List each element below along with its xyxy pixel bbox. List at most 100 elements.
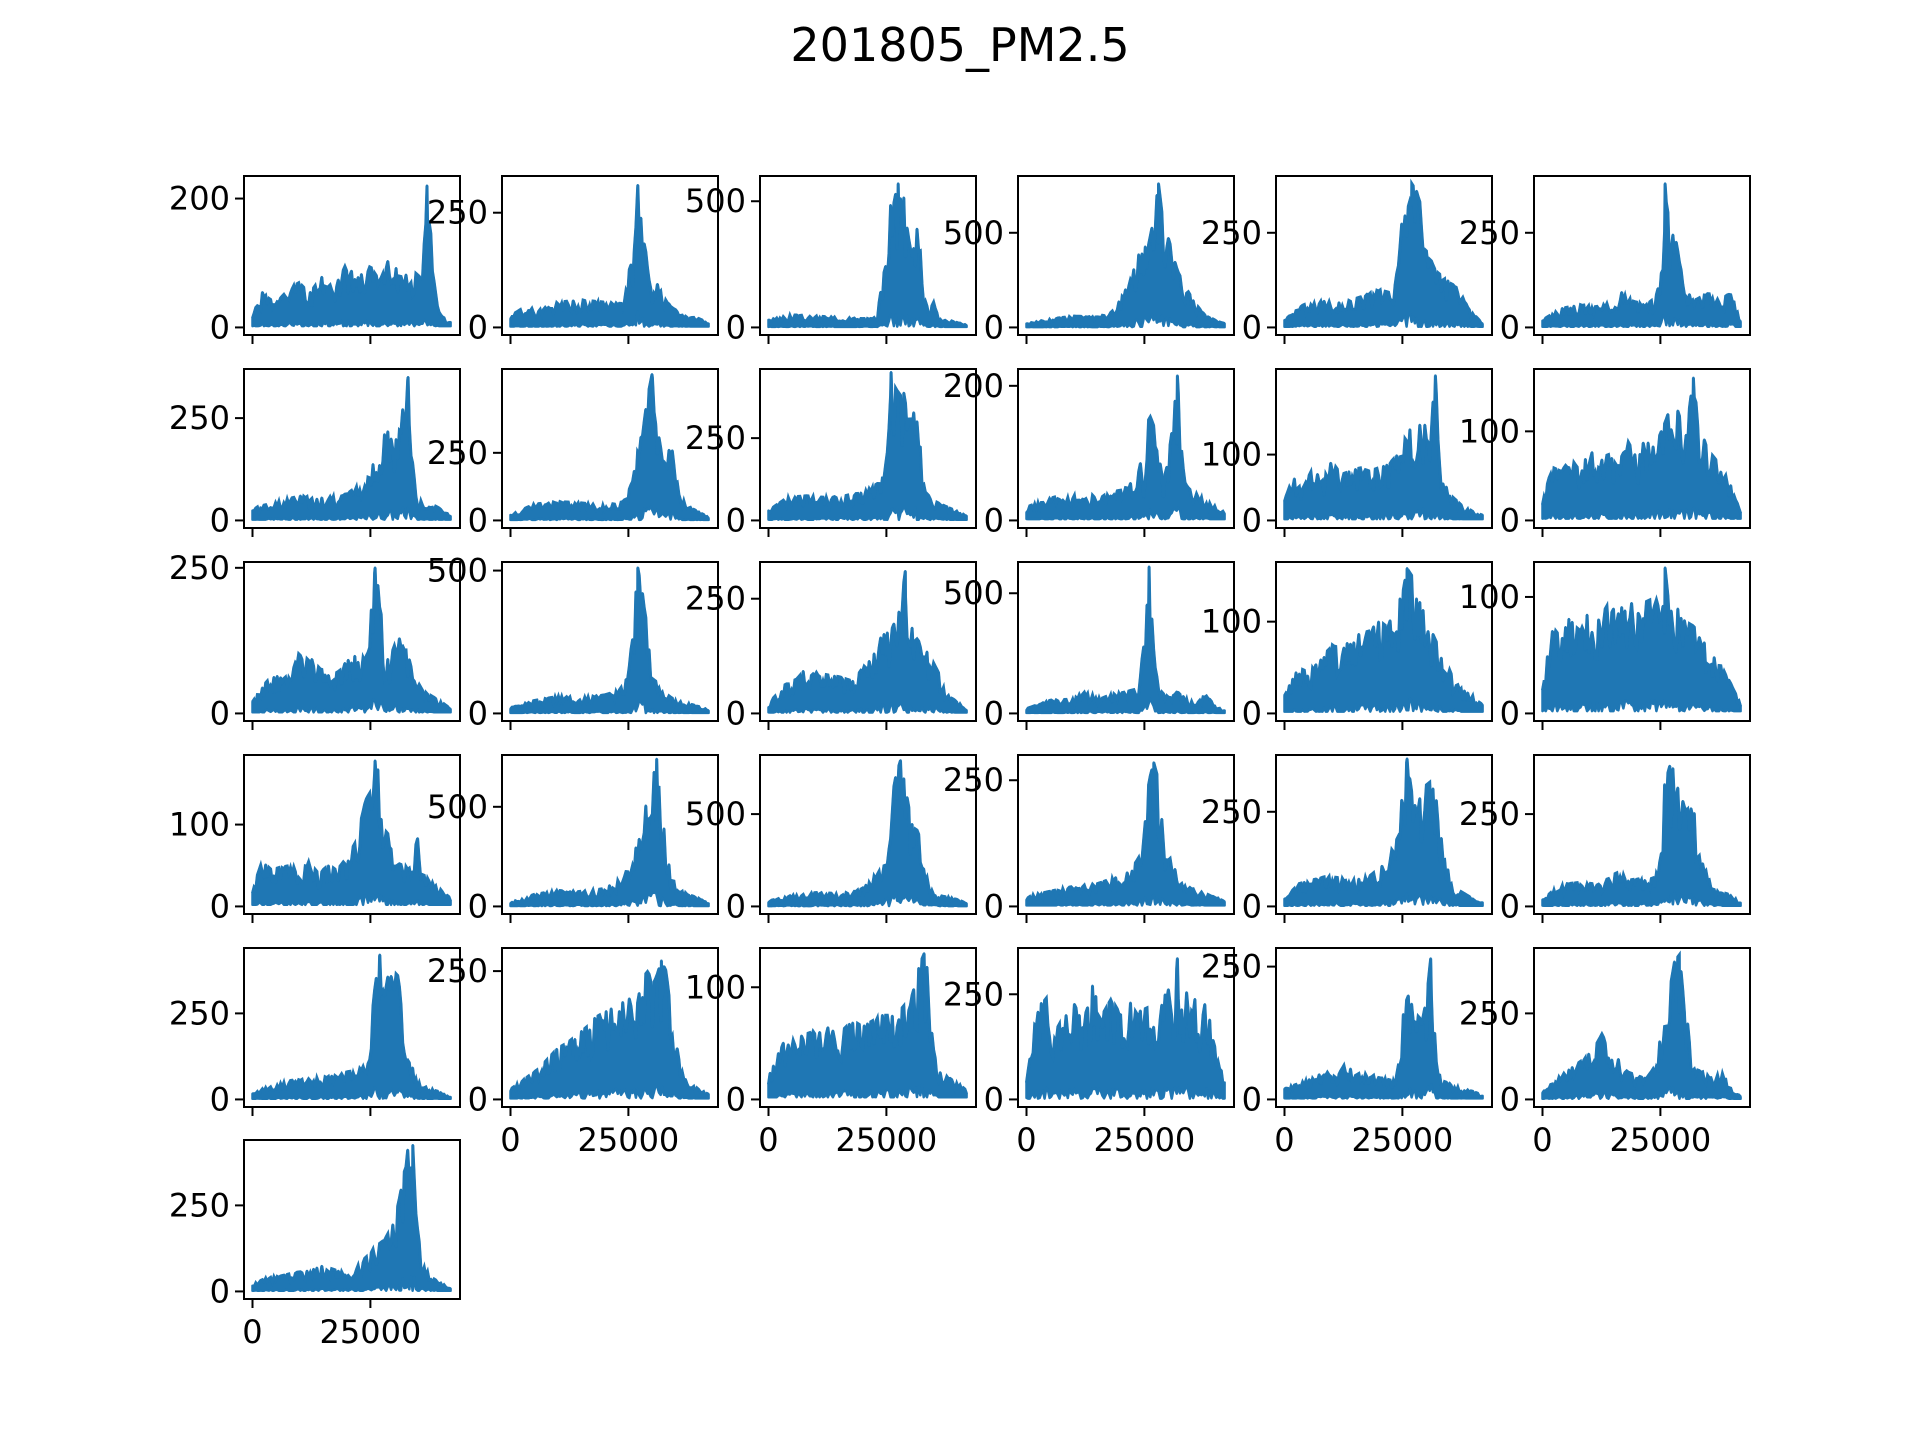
- axes-frame: [501, 368, 719, 529]
- axes-frame: [1017, 175, 1235, 336]
- series-line: [251, 760, 453, 902]
- subplot-panel: 0 100: [1459, 368, 1751, 539]
- y-tick-label: 0: [1500, 887, 1520, 925]
- y-tick-label: 0: [726, 1080, 746, 1118]
- y-tick-label: 250: [169, 549, 230, 587]
- series-fill: [1025, 565, 1226, 715]
- series-line: [509, 960, 710, 1098]
- series-line: [1283, 958, 1484, 1099]
- series-fill: [251, 566, 452, 714]
- y-tick-label: 250: [427, 952, 488, 990]
- y-tick-label: 500: [427, 788, 488, 826]
- y-tick-label: 250: [943, 975, 1004, 1013]
- y-tick-label: 100: [1459, 578, 1520, 616]
- subplot-panel: 0 100: [169, 754, 461, 925]
- axes-frame: [1275, 947, 1493, 1108]
- y-tick-label: 0: [984, 887, 1004, 925]
- subplot-panel: 0 200: [169, 175, 461, 346]
- series-line: [767, 760, 968, 906]
- axes-frame: [1533, 175, 1751, 336]
- subplot-panel: 0 250: [1201, 947, 1493, 1118]
- y-tick-label: 500: [943, 574, 1004, 612]
- axes-frame: [1275, 175, 1493, 336]
- axes-frame: [243, 368, 461, 529]
- axes-frame: [1275, 561, 1493, 722]
- axes-frame: [501, 175, 719, 336]
- subplot-panel: 0 250: [169, 549, 461, 732]
- subplot-panel: 0 250: [427, 947, 719, 1118]
- series-line: [509, 185, 709, 326]
- subplot-panel: 0 250: [943, 947, 1235, 1118]
- axes-frame: [501, 754, 719, 915]
- y-tick-label: 250: [685, 580, 746, 618]
- axes-frame: [1017, 947, 1235, 1108]
- y-tick-label: 100: [685, 968, 746, 1006]
- y-tick-label: 250: [1459, 994, 1520, 1032]
- series-line: [251, 1145, 451, 1291]
- subplot-panel: 0 250: [943, 754, 1235, 925]
- y-tick-label: 0: [1242, 501, 1262, 539]
- y-tick-label: 250: [1201, 948, 1262, 986]
- series-line: [1025, 566, 1226, 713]
- subplot-panel: 0 250: [427, 175, 719, 346]
- subplot-panel: 0 250: [1459, 947, 1751, 1118]
- subplot-panel: 0 250 0 25000: [169, 1139, 461, 1351]
- series-line: [1541, 377, 1743, 514]
- axes-frame: [243, 1139, 461, 1300]
- subplot-panel: 0 250: [169, 368, 461, 539]
- y-tick-label: 0: [1242, 308, 1262, 346]
- y-tick-label: 0: [984, 501, 1004, 539]
- y-tick-label: 0: [468, 694, 488, 732]
- y-tick-label: 0: [1500, 1080, 1520, 1118]
- axes-frame: [1275, 754, 1493, 915]
- series-line: [768, 570, 968, 712]
- series-line: [1541, 950, 1742, 1098]
- axes-frame: [1017, 561, 1235, 722]
- y-tick-label: 0: [726, 308, 746, 346]
- y-tick-label: 0: [1500, 308, 1520, 346]
- axes-frame: [243, 175, 461, 336]
- series-line: [252, 954, 451, 1100]
- subplot-panel: 0 100: [1459, 561, 1751, 732]
- x-tick-label: 25000: [1093, 1121, 1195, 1159]
- figure-title: 201805_PM2.5: [790, 18, 1130, 72]
- series-line: [1284, 178, 1484, 326]
- series-line: [1025, 762, 1226, 905]
- axes-frame: [759, 175, 977, 336]
- x-tick-label: 25000: [319, 1313, 421, 1351]
- series-line: [1284, 758, 1483, 905]
- y-tick-label: 100: [1201, 603, 1262, 641]
- series-fill: [1283, 957, 1484, 1100]
- y-tick-label: 0: [726, 501, 746, 539]
- y-tick-label: 0: [1242, 887, 1262, 925]
- y-tick-label: 0: [1242, 694, 1262, 732]
- y-tick-label: 0: [1500, 501, 1520, 539]
- series-line: [1541, 567, 1743, 707]
- subplot-panel: 0 500: [427, 552, 719, 732]
- y-tick-label: 0: [210, 1080, 230, 1118]
- axes-frame: [759, 947, 977, 1108]
- y-tick-label: 250: [169, 1186, 230, 1224]
- axes-frame: [243, 947, 461, 1108]
- y-tick-label: 200: [943, 367, 1004, 405]
- subplot-panel: 0 250: [1459, 175, 1751, 346]
- y-tick-label: 250: [169, 399, 230, 437]
- axes-frame: [1533, 368, 1751, 529]
- x-tick-label: 0: [242, 1313, 262, 1351]
- y-tick-label: 0: [468, 308, 488, 346]
- axes-frame: [1017, 754, 1235, 915]
- y-tick-label: 250: [1459, 214, 1520, 252]
- axes-frame: [243, 754, 461, 915]
- y-tick-label: 0: [210, 887, 230, 925]
- series-line: [509, 758, 710, 906]
- series-line: [1025, 958, 1226, 1086]
- axes-frame: [501, 947, 719, 1108]
- y-tick-label: 0: [210, 694, 230, 732]
- y-tick-label: 500: [943, 214, 1004, 252]
- series-line: [767, 953, 969, 1095]
- series-fill: [767, 182, 968, 329]
- subplot-panel: 0 250: [1459, 754, 1751, 925]
- axes-frame: [1275, 368, 1493, 529]
- x-tick-label: 0: [758, 1121, 778, 1159]
